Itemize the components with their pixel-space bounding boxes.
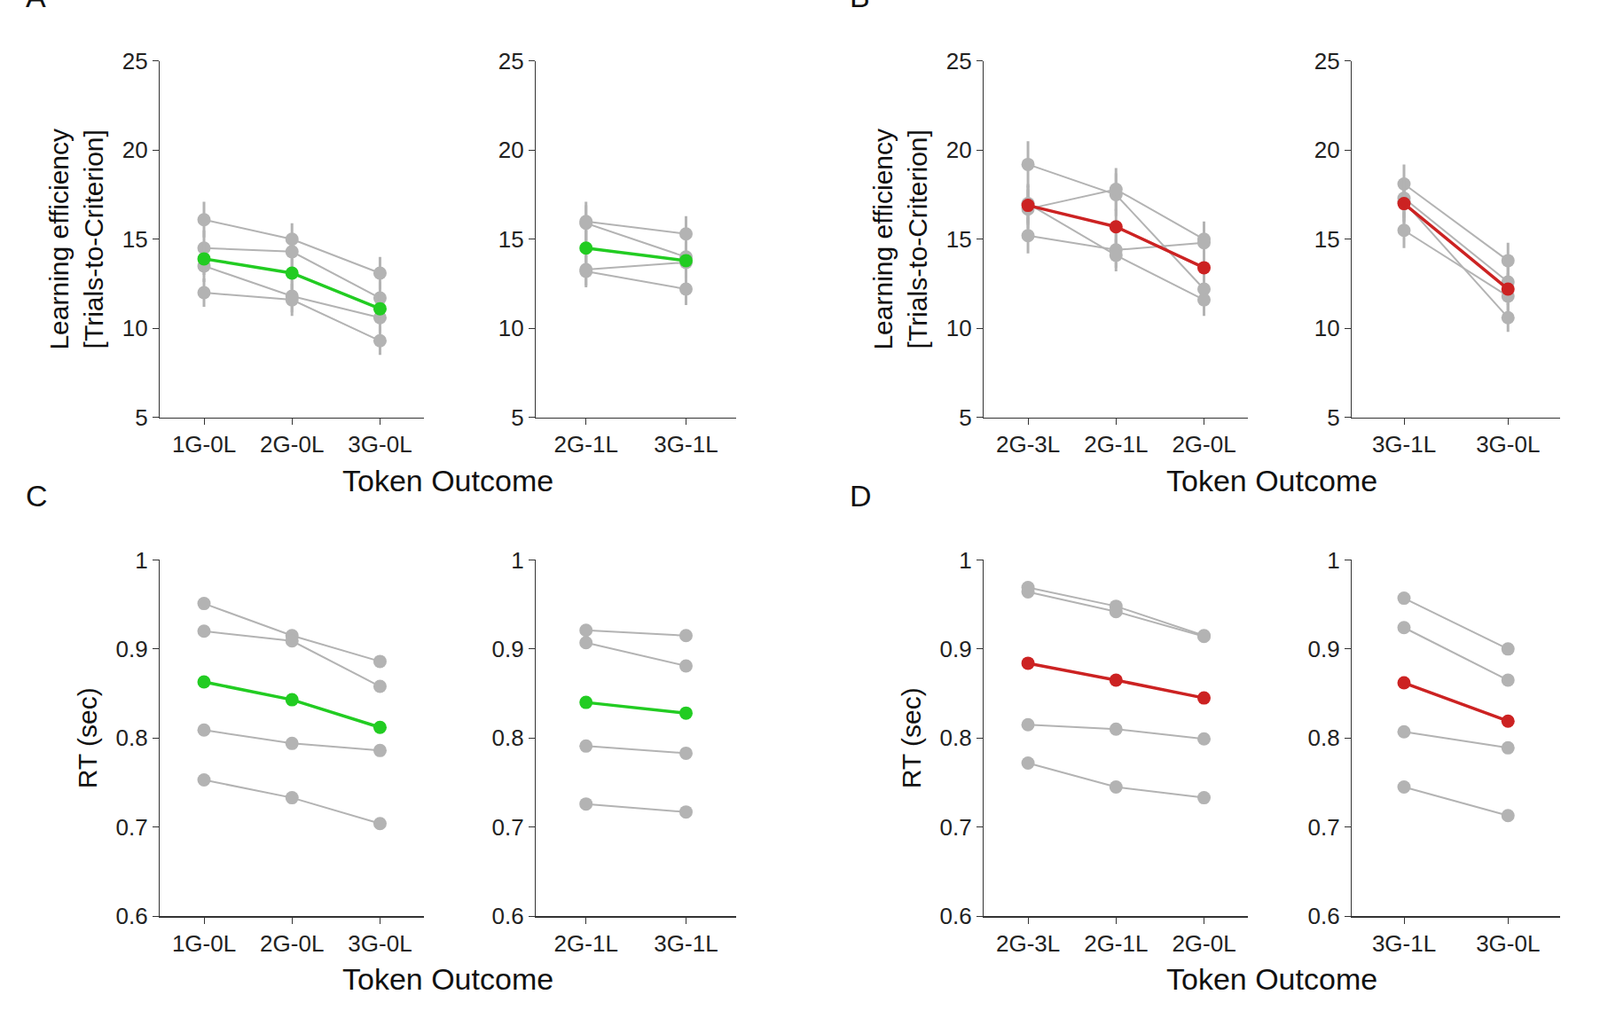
svg-text:3G-0L: 3G-0L <box>1475 431 1540 458</box>
svg-text:2G-0L: 2G-0L <box>1171 431 1236 458</box>
svg-text:10: 10 <box>946 314 973 342</box>
svg-text:0.8: 0.8 <box>1308 724 1341 752</box>
svg-text:2G-3L: 2G-3L <box>996 431 1060 458</box>
svg-text:1: 1 <box>1326 547 1340 574</box>
svg-text:25: 25 <box>946 47 973 75</box>
svg-text:25: 25 <box>498 47 525 75</box>
svg-text:20: 20 <box>1314 136 1341 164</box>
svg-text:2G-1L: 2G-1L <box>554 431 619 458</box>
svg-text:5: 5 <box>958 404 972 432</box>
svg-text:RT (sec): RT (sec) <box>896 687 926 789</box>
svg-text:0.7: 0.7 <box>116 814 149 841</box>
svg-text:3G-1L: 3G-1L <box>653 930 718 957</box>
svg-text:15: 15 <box>1314 226 1341 253</box>
svg-text:20: 20 <box>946 136 973 164</box>
svg-text:Token Outcome: Token Outcome <box>1166 962 1378 997</box>
svg-text:2G-1L: 2G-1L <box>1083 930 1148 957</box>
svg-text:Token Outcome: Token Outcome <box>342 463 554 498</box>
svg-text:15: 15 <box>498 226 525 253</box>
svg-text:10: 10 <box>122 314 149 342</box>
svg-text:1: 1 <box>134 547 148 574</box>
svg-text:10: 10 <box>498 314 525 342</box>
svg-text:1G-0L: 1G-0L <box>172 930 236 957</box>
svg-text:10: 10 <box>1314 314 1341 342</box>
svg-text:3G-1L: 3G-1L <box>1372 431 1436 458</box>
svg-text:20: 20 <box>498 136 525 164</box>
svg-text:RT (sec): RT (sec) <box>72 687 102 789</box>
svg-text:15: 15 <box>946 226 973 253</box>
svg-text:2G-3L: 2G-3L <box>996 930 1060 957</box>
svg-text:2G-0L: 2G-0L <box>1171 930 1236 957</box>
svg-text:3G-1L: 3G-1L <box>653 431 718 458</box>
svg-text:0.9: 0.9 <box>1308 635 1341 663</box>
svg-text:0.6: 0.6 <box>491 902 524 930</box>
svg-text:2G-0L: 2G-0L <box>259 930 324 957</box>
svg-text:0.9: 0.9 <box>116 635 149 663</box>
svg-text:D: D <box>849 478 872 513</box>
svg-text:3G-1L: 3G-1L <box>1372 930 1436 957</box>
svg-text:25: 25 <box>1314 47 1341 75</box>
svg-text:0.9: 0.9 <box>491 635 524 663</box>
svg-text:A: A <box>25 0 47 14</box>
svg-text:C: C <box>25 478 48 513</box>
svg-text:0.6: 0.6 <box>116 902 149 930</box>
svg-text:3G-0L: 3G-0L <box>1475 930 1540 957</box>
svg-text:Token Outcome: Token Outcome <box>1166 463 1378 498</box>
svg-text:2G-1L: 2G-1L <box>554 930 619 957</box>
svg-text:3G-0L: 3G-0L <box>347 431 412 458</box>
svg-text:5: 5 <box>134 404 148 432</box>
svg-text:5: 5 <box>1326 404 1340 432</box>
svg-text:2G-0L: 2G-0L <box>259 431 324 458</box>
svg-text:20: 20 <box>122 136 149 164</box>
svg-text:0.6: 0.6 <box>1308 902 1341 930</box>
svg-text:1G-0L: 1G-0L <box>172 431 236 458</box>
svg-text:3G-0L: 3G-0L <box>347 930 412 957</box>
svg-text:0.8: 0.8 <box>116 724 149 752</box>
svg-text:0.7: 0.7 <box>940 814 973 841</box>
svg-text:Token Outcome: Token Outcome <box>342 962 554 997</box>
svg-text:0.9: 0.9 <box>940 635 973 663</box>
svg-text:0.8: 0.8 <box>940 724 973 752</box>
svg-text:0.7: 0.7 <box>1308 814 1341 841</box>
svg-text:0.6: 0.6 <box>940 902 973 930</box>
svg-text:15: 15 <box>122 226 149 253</box>
svg-text:B: B <box>849 0 871 14</box>
svg-text:Learning efficiency[Trials-to-: Learning efficiency[Trials-to-Criterion] <box>868 128 933 351</box>
svg-text:2G-1L: 2G-1L <box>1083 431 1148 458</box>
svg-text:1: 1 <box>510 547 524 574</box>
svg-text:0.7: 0.7 <box>491 814 524 841</box>
svg-text:0.8: 0.8 <box>491 724 524 752</box>
svg-text:5: 5 <box>510 404 524 432</box>
svg-text:25: 25 <box>122 47 149 75</box>
svg-text:1: 1 <box>958 547 972 574</box>
svg-text:Learning efficiency[Trials-to-: Learning efficiency[Trials-to-Criterion] <box>44 128 109 351</box>
